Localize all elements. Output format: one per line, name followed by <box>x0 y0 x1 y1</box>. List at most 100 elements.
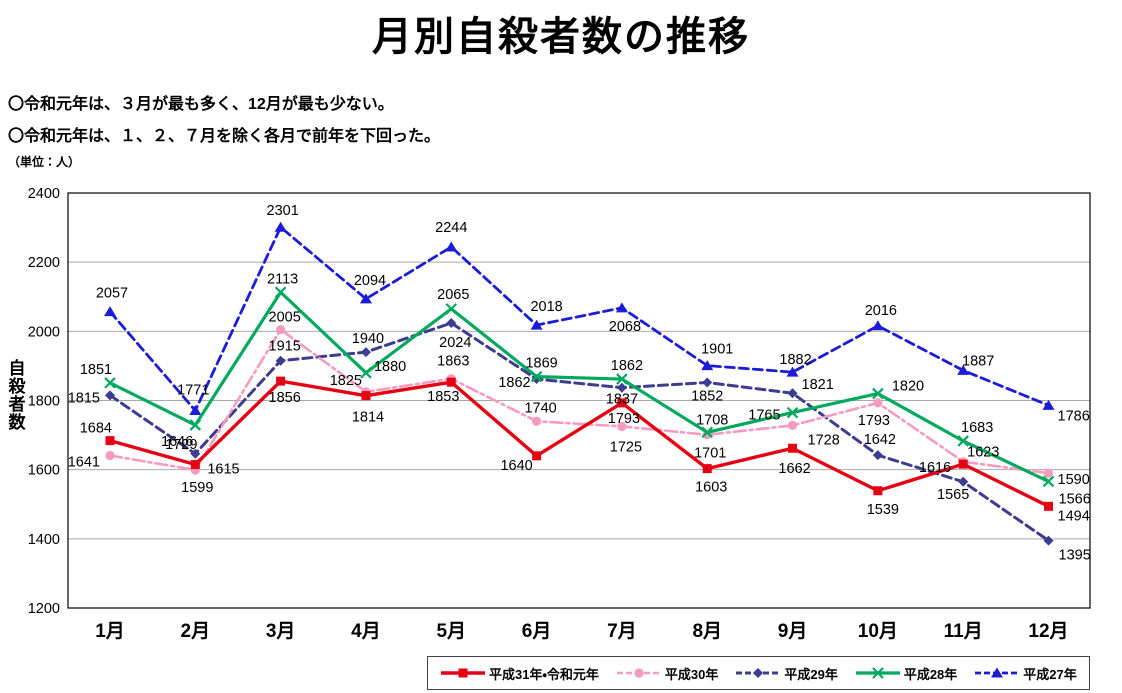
data-label: 1851 <box>80 362 112 378</box>
diamond-marker <box>787 388 798 399</box>
legend-swatch <box>736 668 781 678</box>
x-tick-label: 3月 <box>266 621 296 642</box>
data-label: 1882 <box>779 352 811 368</box>
legend-label: 平成28年 <box>903 666 958 682</box>
x-tick-label: 12月 <box>1028 621 1068 642</box>
series-line-平成28年 <box>108 290 1051 484</box>
square-marker <box>190 459 200 469</box>
data-label: 1566 <box>1059 491 1091 507</box>
square-marker <box>361 391 371 401</box>
legend-label: 平成30年 <box>664 666 719 682</box>
data-label: 1640 <box>500 458 532 474</box>
diamond-marker <box>446 318 457 329</box>
unit-note: （単位：人） <box>8 155 81 169</box>
data-label: 1603 <box>695 480 727 496</box>
legend-swatch <box>616 668 661 678</box>
x-marker <box>786 406 799 419</box>
data-label: 1599 <box>181 480 213 496</box>
circle-marker <box>531 416 542 426</box>
data-label: 1815 <box>68 390 100 406</box>
diamond-marker <box>958 476 969 487</box>
x-marker <box>360 367 372 379</box>
triangle-marker <box>1042 399 1055 410</box>
x-marker <box>104 377 116 389</box>
data-label: 2068 <box>609 319 641 335</box>
legend-swatch <box>441 668 485 678</box>
y-axis-title: 自 <box>9 358 26 378</box>
square-marker <box>105 436 115 446</box>
note-line-1: 〇令和元年は、３月が最も多く、12月が最も少ない。 <box>8 96 394 113</box>
data-label: 1863 <box>437 354 469 370</box>
triangle-marker <box>530 319 543 330</box>
data-label: 1494 <box>1058 508 1090 524</box>
x-tick-label: 2月 <box>181 621 211 642</box>
data-label: 2301 <box>267 203 299 219</box>
data-label: 1862 <box>611 358 643 374</box>
data-label: 2113 <box>267 271 298 287</box>
diamond-marker <box>616 382 627 393</box>
triangle-marker <box>991 667 1004 678</box>
data-label: 1740 <box>524 400 556 416</box>
series-line-平成31年・令和元年 <box>108 379 1051 509</box>
y-tick-label: 2000 <box>28 324 60 340</box>
data-label: 1623 <box>967 445 999 461</box>
plot-border <box>67 192 1091 609</box>
square-marker <box>958 459 968 469</box>
x-marker <box>274 286 287 299</box>
diamond-marker <box>1043 535 1054 546</box>
triangle-marker <box>615 302 628 313</box>
data-label: 1729 <box>165 437 197 453</box>
data-label: 1701 <box>694 446 726 462</box>
legend-label: 平成31年・令和元年 <box>489 666 599 682</box>
data-label: 1940 <box>352 331 384 347</box>
page-title: 月別自殺者数の推移 <box>372 15 750 59</box>
data-label: 1901 <box>701 342 733 358</box>
diamond-marker <box>190 448 201 459</box>
data-label: 1539 <box>867 502 899 518</box>
data-label: 1683 <box>961 420 993 436</box>
x-tick-label: 4月 <box>351 621 381 642</box>
triangle-marker <box>701 360 714 371</box>
data-label: 1641 <box>68 454 100 470</box>
data-label: 1825 <box>330 373 362 389</box>
data-label: 1728 <box>808 432 840 448</box>
square-marker <box>788 443 798 453</box>
y-tick-label: 1800 <box>28 394 60 410</box>
data-label: 1771 <box>177 383 209 399</box>
square-marker <box>1044 501 1053 511</box>
legend-swatch <box>975 667 1020 678</box>
x-marker <box>872 387 884 400</box>
data-label: 1880 <box>374 359 406 375</box>
x-tick-label: 8月 <box>692 621 722 642</box>
y-axis-title: 殺 <box>8 376 27 396</box>
circle-marker <box>634 668 644 678</box>
legend-item-4: 平成28年 <box>855 664 957 683</box>
y-tick-label: 1400 <box>28 532 60 548</box>
data-label: 2244 <box>435 220 467 236</box>
diamond-marker <box>105 390 115 401</box>
series-line-平成27年 <box>108 225 1050 412</box>
x-marker <box>701 426 714 439</box>
legend-item-2: 平成30年 <box>616 664 718 683</box>
diamond-marker <box>753 668 764 678</box>
x-tick-label: 7月 <box>607 621 637 642</box>
data-label: 1616 <box>919 460 951 476</box>
x-marker <box>872 667 884 679</box>
data-label: 1837 <box>606 392 638 408</box>
series-line-平成29年 <box>108 321 1050 543</box>
y-axis-title: 数 <box>8 412 27 432</box>
y-tick-label: 1200 <box>28 601 60 617</box>
y-tick-label: 2200 <box>28 255 60 271</box>
circle-marker <box>276 325 286 335</box>
data-label: 1820 <box>892 379 924 395</box>
diamond-marker <box>702 377 713 388</box>
triangle-marker <box>359 293 372 304</box>
data-label: 1814 <box>352 410 384 426</box>
x-marker <box>957 435 969 447</box>
data-label: 2016 <box>865 303 897 319</box>
data-label: 1646 <box>161 434 193 450</box>
x-marker <box>445 303 458 315</box>
data-label: 1915 <box>269 339 301 355</box>
data-label: 1725 <box>610 439 642 455</box>
circle-marker <box>617 421 627 432</box>
